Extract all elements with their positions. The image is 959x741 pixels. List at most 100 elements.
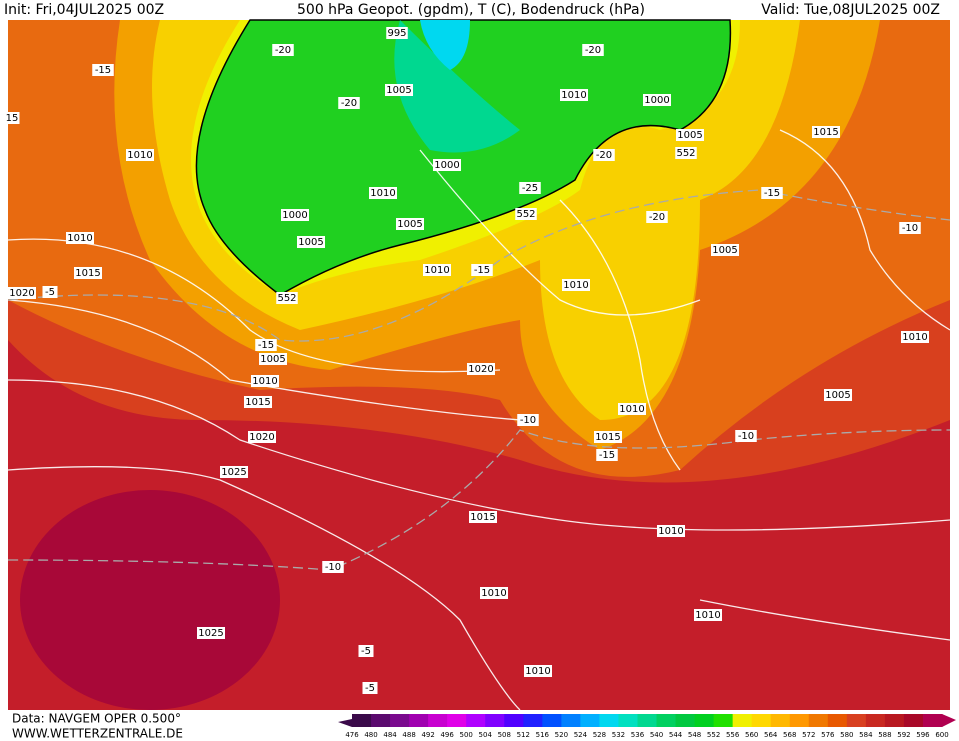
contour-label-text: -25 bbox=[522, 183, 538, 194]
label-box bbox=[824, 389, 852, 401]
contour-label-text: 1005 bbox=[397, 219, 422, 230]
contour-label: -5 bbox=[358, 645, 374, 657]
contour-label-text: 1010 bbox=[525, 666, 550, 677]
legend-label: 568 bbox=[783, 731, 796, 739]
contour-label-text: -15 bbox=[599, 450, 615, 461]
contour-label-text: -5 bbox=[365, 683, 375, 694]
legend-label: 488 bbox=[402, 731, 415, 739]
legend-label: 580 bbox=[840, 731, 853, 739]
contour-label-text: -20 bbox=[649, 212, 665, 223]
legend-swatch bbox=[846, 714, 867, 727]
contour-label-text: 1010 bbox=[563, 280, 588, 291]
contour-label-text: 1020 bbox=[468, 364, 493, 375]
label-box bbox=[244, 396, 272, 408]
label-box bbox=[322, 561, 344, 573]
contour-label-text: 1010 bbox=[252, 376, 277, 387]
legend-label: 544 bbox=[669, 731, 683, 739]
label-box bbox=[582, 44, 604, 56]
label-box bbox=[524, 665, 552, 677]
contour-label-text: -15 bbox=[95, 65, 111, 76]
label-box bbox=[675, 147, 697, 159]
legend-label: 564 bbox=[764, 731, 778, 739]
legend-swatch bbox=[827, 714, 848, 727]
contour-label: -15 bbox=[92, 64, 114, 76]
contour-label: 1010 bbox=[126, 149, 154, 161]
legend-swatch bbox=[713, 714, 734, 727]
legend-swatch bbox=[694, 714, 715, 727]
contour-label: 1020 bbox=[8, 287, 36, 299]
label-box bbox=[358, 645, 374, 657]
contour-label: -10 bbox=[735, 430, 757, 442]
label-box bbox=[369, 187, 397, 199]
field-cyan-green bbox=[394, 20, 520, 153]
contour-label-text: 1005 bbox=[712, 245, 737, 256]
contour-label: -20 bbox=[582, 44, 604, 56]
legend-swatch bbox=[656, 714, 677, 727]
legend-swatch bbox=[789, 714, 810, 727]
legend-label: 584 bbox=[859, 731, 873, 739]
contour-label: 1005 bbox=[385, 84, 413, 96]
legend-swatch bbox=[542, 714, 562, 727]
legend-arrow-low bbox=[338, 719, 352, 727]
label-box bbox=[480, 587, 508, 599]
legend-swatch bbox=[903, 714, 924, 727]
legend-swatch bbox=[751, 714, 772, 727]
legend-swatch bbox=[428, 714, 448, 727]
label-box bbox=[251, 375, 279, 387]
label-box bbox=[8, 287, 36, 299]
legend-arrow-high bbox=[942, 714, 956, 727]
contour-label: 1010 bbox=[251, 375, 279, 387]
label-box bbox=[255, 339, 277, 351]
label-box bbox=[126, 149, 154, 161]
contour-label-text: 552 bbox=[516, 209, 535, 220]
contour-label-text: 1010 bbox=[481, 588, 506, 599]
label-box bbox=[593, 149, 615, 161]
label-box bbox=[276, 292, 298, 304]
contour-label-text: 1015 bbox=[75, 268, 100, 279]
contour-label-text: 1010 bbox=[127, 150, 152, 161]
label-box bbox=[272, 44, 294, 56]
label-box bbox=[42, 286, 58, 298]
label-box bbox=[396, 218, 424, 230]
legend-swatch bbox=[637, 714, 658, 727]
contour-label: 1010 bbox=[694, 609, 722, 621]
label-box bbox=[433, 159, 461, 171]
contour-label-text: -10 bbox=[325, 562, 341, 573]
contour-label-text: -10 bbox=[902, 223, 918, 234]
contour-label: -20 bbox=[272, 44, 294, 56]
label-box bbox=[711, 244, 739, 256]
label-box bbox=[220, 466, 248, 478]
label-box bbox=[259, 353, 287, 365]
legend-label: 504 bbox=[479, 731, 493, 739]
contour-label-text: -15 bbox=[474, 265, 490, 276]
contour-label: -25 bbox=[519, 182, 541, 194]
contour-label-text: 1005 bbox=[386, 85, 411, 96]
legend-swatch bbox=[409, 714, 429, 727]
legend-swatch bbox=[390, 714, 410, 727]
data-source: Data: NAVGEM OPER 0.500° bbox=[12, 712, 181, 726]
legend-swatch bbox=[371, 714, 391, 727]
legend-label: 548 bbox=[688, 731, 701, 739]
label-box bbox=[248, 431, 276, 443]
field-cyan bbox=[420, 20, 470, 70]
label-box bbox=[297, 236, 325, 248]
contour-label: -15 bbox=[761, 187, 783, 199]
label-box bbox=[812, 126, 840, 138]
label-box bbox=[338, 97, 360, 109]
contour-label: -20 bbox=[593, 149, 615, 161]
contour-label: 1025 bbox=[220, 466, 248, 478]
contour-label: 1005 bbox=[676, 129, 704, 141]
legend-label: 532 bbox=[612, 731, 625, 739]
contour-label: -20 bbox=[338, 97, 360, 109]
contour-label-text: 1010 bbox=[370, 188, 395, 199]
contour-label: 1000 bbox=[433, 159, 461, 171]
valid-label: Valid: Tue,08JUL2025 00Z bbox=[761, 2, 940, 18]
legend-swatch bbox=[485, 714, 505, 727]
contour-label: 1015 bbox=[812, 126, 840, 138]
contour-label-text: 1005 bbox=[677, 130, 702, 141]
contour-label-text: -20 bbox=[585, 45, 601, 56]
contour-label: 1010 bbox=[657, 525, 685, 537]
label-box bbox=[646, 211, 668, 223]
label-box bbox=[66, 232, 94, 244]
label-box bbox=[515, 208, 537, 220]
